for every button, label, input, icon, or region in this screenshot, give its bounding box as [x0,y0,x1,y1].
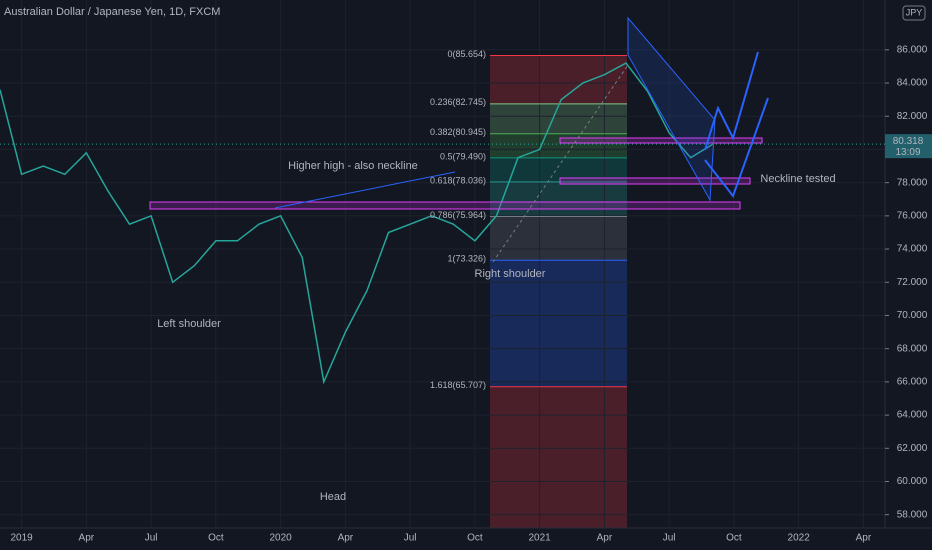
x-tick-label: Apr [597,533,613,544]
y-tick-label: 72.000 [897,277,928,288]
x-tick-label: 2022 [788,533,811,544]
price-line [0,62,713,385]
higher-high-line [274,171,456,209]
plot [0,55,713,388]
y-tick-label: 70.000 [897,310,928,321]
fib-label: 0.5(79.490) [440,151,486,161]
y-tick-label: 82.000 [897,111,928,122]
last-price-tag [885,134,932,159]
fib-label: 0(85.654) [447,49,486,59]
y-tick-label: 76.000 [897,210,928,221]
resistance-zone [559,137,763,144]
fib-label: 1.618(65.707) [430,380,486,390]
annotation: Left shoulder [157,318,221,330]
x-tick-label: Oct [208,533,224,544]
annotation: Neckline tested [760,173,835,185]
fib-label: 0.618(78.036) [430,175,486,185]
grid [0,0,885,528]
currency-box [902,5,926,21]
x-tick-label: 2021 [529,533,552,544]
y-tick-label: 86.000 [897,44,928,55]
annotation: Right shoulder [475,268,546,280]
y-tick-label: 66.000 [897,377,928,388]
countdown: 13:09 [895,147,920,158]
projection-arrow [704,97,769,199]
fib-band [490,103,627,134]
annotation: Higher high - also neckline [288,160,418,172]
x-tick-label: 2019 [10,533,33,544]
neckline-test-zone [559,177,751,185]
fib-band [490,386,627,528]
annotation: Head [320,491,346,503]
fib-bands [490,55,627,528]
y-tick-label: 58.000 [897,509,928,520]
currency: JPY [906,7,923,17]
x-tick-label: Apr [338,533,354,544]
y-tick-label: 68.000 [897,343,928,354]
y-tick-label: 84.000 [897,78,928,89]
x-tick-label: Apr [856,533,872,544]
y-tick-label: 64.000 [897,410,928,421]
y-tick-label: 78.000 [897,177,928,188]
x-tick-label: Apr [79,533,95,544]
y-tick-label: 74.000 [897,244,928,255]
fib-label: 0.382(80.945) [430,127,486,137]
fib-label: 0.786(75.964) [430,210,486,220]
neckline-zone [149,201,741,210]
fib-trend-line [492,64,629,263]
x-tick-label: Oct [726,533,742,544]
fib-label: 0.236(82.745) [430,97,486,107]
y-tick-label: 62.000 [897,443,928,454]
y-tick-label: 60.000 [897,476,928,487]
x-tick-label: Jul [404,533,417,544]
x-tick-label: Jul [145,533,158,544]
fib-label: 1(73.326) [447,254,486,264]
projection-arrow [704,51,759,151]
channel [627,16,716,202]
x-tick-label: 2020 [269,533,292,544]
last-price-label: 80.318 [893,136,924,147]
fib-band [490,133,627,158]
fib-band [490,216,627,261]
x-tick-label: Jul [663,533,676,544]
x-tick-label: Oct [467,533,483,544]
chart-title: Australian Dollar / Japanese Yen, 1D, FX… [4,6,220,18]
fib-band [490,182,627,217]
